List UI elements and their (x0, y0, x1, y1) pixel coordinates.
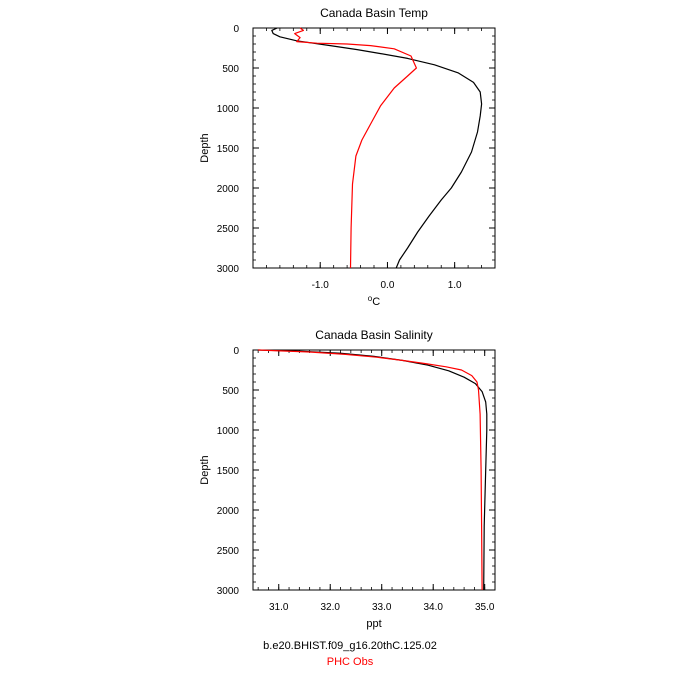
plot-frame (252, 349, 496, 591)
chart-panel-temp: Canada Basin Temp 0 500 1000 1500 2000 2500 300… (199, 6, 496, 308)
y-tick-label: 0 (233, 24, 239, 35)
x-tick-label: 0.0 (380, 280, 394, 291)
y-tick-label: 3000 (217, 586, 240, 597)
observation-label: PHC Obs (326, 656, 374, 668)
y-tick-label: 2000 (217, 184, 240, 195)
y-tick-label: 3000 (217, 264, 240, 275)
x-tick-label: 34.0 (423, 602, 443, 613)
y-tick-label: 2500 (217, 546, 240, 557)
y-axis-label: Depth (199, 133, 211, 162)
y-tick-label: 2500 (217, 224, 240, 235)
model-series-line (271, 27, 483, 269)
x-tick-label: 1.0 (448, 280, 462, 291)
y-tick-label: 1500 (217, 466, 240, 477)
plot-frame (252, 27, 496, 269)
x-tick-label: 32.0 (320, 602, 340, 613)
x-axis-label: oC (368, 294, 380, 308)
obs-series-line (258, 349, 483, 591)
y-tick-label: 1500 (217, 144, 240, 155)
y-tick-label: 500 (222, 64, 239, 75)
model-case-label: b.e20.BHIST.f09_g16.20thC.125.02 (263, 640, 437, 652)
y-tick-label: 0 (233, 346, 239, 357)
y-tick-label: 1000 (217, 104, 240, 115)
obs-series-line (294, 27, 417, 269)
x-axis-label: ppt (366, 618, 381, 630)
y-axis-label: Depth (199, 455, 211, 484)
chart-title: Canada Basin Temp (320, 6, 428, 20)
model-series-line (258, 349, 488, 591)
chart-title: Canada Basin Salinity (315, 328, 432, 342)
y-tick-label: 2000 (217, 506, 240, 517)
x-tick-label: 31.0 (269, 602, 289, 613)
y-tick-label: 500 (222, 386, 239, 397)
x-tick-label: 35.0 (475, 602, 495, 613)
y-tick-label: 1000 (217, 426, 240, 437)
chart-panel-salinity: Canada Basin Salinity 0 500 1000 1500 2000 250… (199, 328, 496, 630)
x-tick-label: 33.0 (372, 602, 392, 613)
x-tick-label: -1.0 (312, 280, 330, 291)
